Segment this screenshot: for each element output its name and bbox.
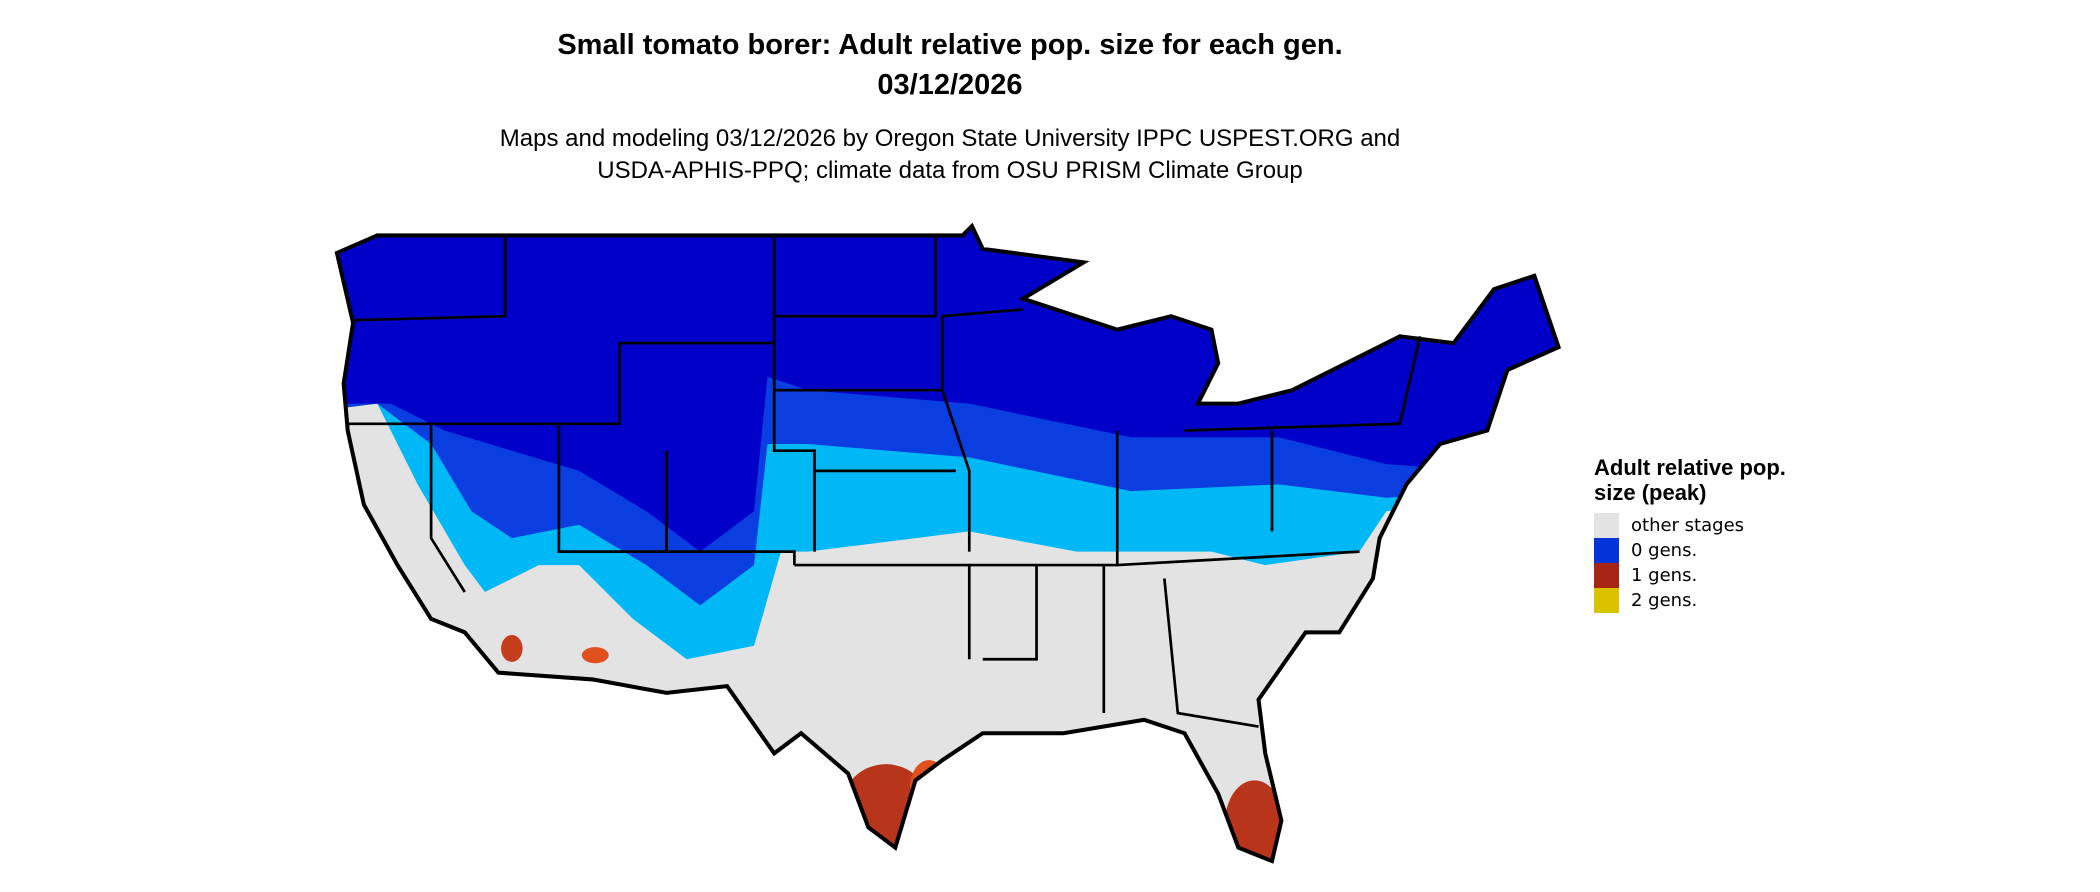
- map-title: Small tomato borer: Adult relative pop. …: [557, 29, 1343, 61]
- california-red-patch: [501, 635, 523, 662]
- map-subtitle-line1: Maps and modeling 03/12/2026 by Oregon S…: [499, 125, 1401, 152]
- legend-item-2-gens: 2 gens.: [1594, 588, 1814, 613]
- state-borders: [347, 235, 1422, 728]
- legend-swatch: [1594, 588, 1619, 613]
- legend-item-other-stages: other stages: [1594, 513, 1814, 538]
- map-subtitle-line2: USDA-APHIS-PPQ; climate data from OSU PR…: [597, 157, 1303, 184]
- legend-title: Adult relative pop. size (peak): [1594, 455, 1786, 505]
- arizona-red-patch: [581, 647, 609, 664]
- legend-swatch: [1594, 538, 1619, 563]
- map-date: 03/12/2026: [877, 69, 1023, 101]
- legend-label: 2 gens.: [1631, 590, 1698, 611]
- legend-label: other stages: [1631, 515, 1745, 536]
- legend-item-0-gens: 0 gens.: [1594, 538, 1814, 563]
- florida-red-region: [1224, 780, 1285, 862]
- legend: Adult relative pop. size (peak) other st…: [1594, 455, 1814, 613]
- legend-swatch: [1594, 513, 1619, 538]
- legend-swatch: [1594, 563, 1619, 588]
- legend-label: 0 gens.: [1631, 540, 1698, 561]
- legend-label: 1 gens.: [1631, 565, 1698, 586]
- legend-item-1-gens: 1 gens.: [1594, 563, 1814, 588]
